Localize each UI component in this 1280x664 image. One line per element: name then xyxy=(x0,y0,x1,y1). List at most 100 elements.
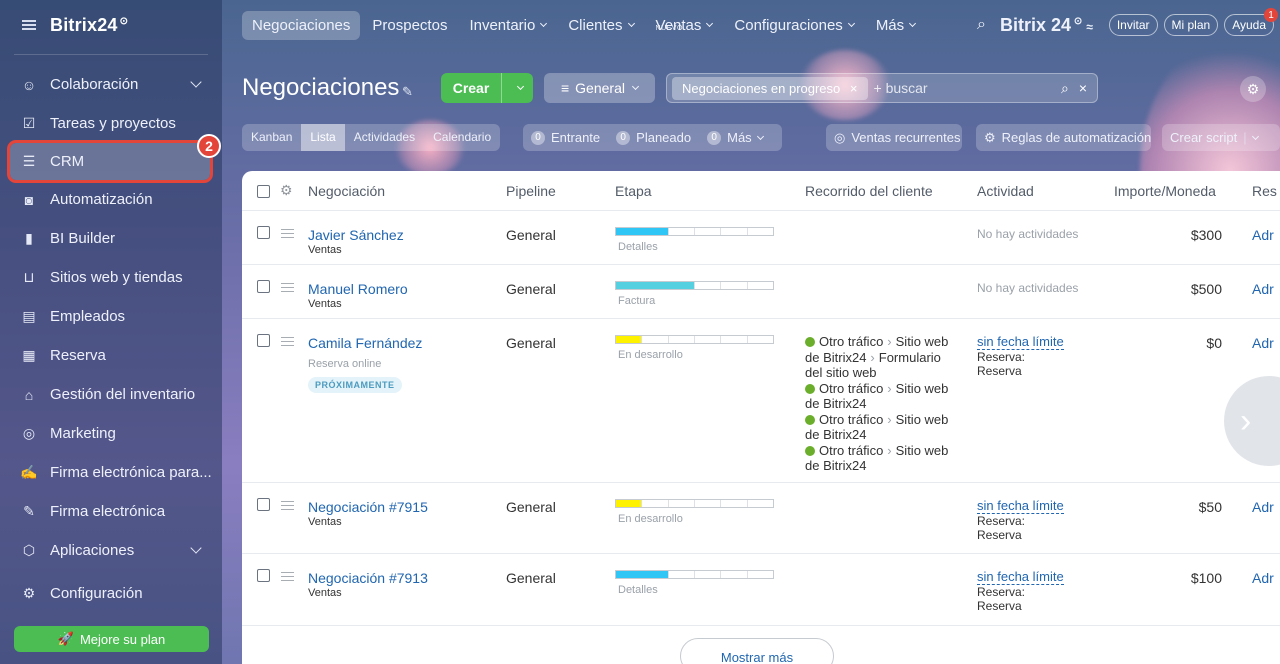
table-row[interactable]: Negociación #7913 Ventas General Detalles s… xyxy=(242,554,1280,626)
sidebar-item-label: Firma electrónica para... xyxy=(50,464,212,481)
column-responsible[interactable]: Res xyxy=(1252,183,1277,199)
pin-icon[interactable]: ✎ xyxy=(402,84,413,99)
select-all-checkbox[interactable] xyxy=(257,185,270,198)
menu-icon[interactable] xyxy=(22,20,36,30)
row-checkbox[interactable] xyxy=(257,569,270,582)
sidebar-item-bar-chart[interactable]: ▮ BI Builder xyxy=(0,219,222,258)
sidebar-item-sign-document[interactable]: ✍ Firma electrónica para... xyxy=(0,453,222,492)
stage-progress-bar[interactable] xyxy=(615,227,774,236)
close-icon[interactable]: × xyxy=(849,80,858,96)
stage-progress-bar[interactable] xyxy=(615,335,774,344)
responsible-link[interactable]: Adr xyxy=(1252,335,1274,351)
column-pipeline[interactable]: Pipeline xyxy=(506,183,556,199)
counter-más[interactable]: 0 Más xyxy=(707,130,764,145)
upgrade-plan-button[interactable]: 🚀 Mejore su plan xyxy=(14,626,209,652)
deal-link[interactable]: Negociación #7913 xyxy=(308,570,428,586)
tab-configuraciones[interactable]: Configuraciones xyxy=(734,17,855,34)
sidebar-item-target[interactable]: ◎ Marketing xyxy=(0,414,222,453)
responsible-link[interactable]: Adr xyxy=(1252,570,1274,586)
column-journey[interactable]: Recorrido del cliente xyxy=(805,183,933,199)
drag-handle-icon[interactable] xyxy=(281,572,294,581)
sidebar-item-calendar[interactable]: ▦ Reserva xyxy=(0,336,222,375)
automation-rules-button[interactable]: ⚙ Reglas de automatización xyxy=(976,124,1151,151)
row-checkbox[interactable] xyxy=(257,226,270,239)
stage-progress-bar[interactable] xyxy=(615,570,774,579)
chevron-down-icon[interactable] xyxy=(190,76,202,88)
stage-progress-bar[interactable] xyxy=(615,499,774,508)
sidebar-item-employee-card[interactable]: ▤ Empleados xyxy=(0,297,222,336)
logo[interactable]: Bitrix24 ⊙ xyxy=(50,14,129,35)
drag-handle-icon[interactable] xyxy=(281,501,294,510)
responsible-link[interactable]: Adr xyxy=(1252,281,1274,297)
view-tab-calendario[interactable]: Calendario xyxy=(433,130,492,144)
responsible-link[interactable]: Adr xyxy=(1252,227,1274,243)
column-settings-icon[interactable]: ⚙ xyxy=(280,182,293,198)
table-row[interactable]: Negociación #7915 Ventas General En desarr… xyxy=(242,483,1280,554)
tab-ms[interactable]: Más xyxy=(876,17,917,34)
tab-clientes[interactable]: Clientes xyxy=(568,17,635,34)
table-body: Javier Sánchez Ventas General Detalles No h… xyxy=(242,211,1280,626)
sidebar-item-gear[interactable]: ⚙ Configuración xyxy=(0,574,222,613)
create-button[interactable]: Crear xyxy=(441,73,533,103)
view-tab-actividades[interactable]: Actividades xyxy=(353,130,416,144)
chevron-down-icon[interactable] xyxy=(502,82,533,91)
pipeline-selector[interactable]: ≡ General xyxy=(544,73,655,103)
deal-link[interactable]: Camila Fernández xyxy=(308,335,423,351)
column-deal[interactable]: Negociación xyxy=(308,183,386,199)
clear-icon[interactable]: × xyxy=(1078,80,1087,96)
table-row[interactable]: Manuel Romero Ventas General Factura No hay… xyxy=(242,265,1280,319)
column-stage[interactable]: Etapa xyxy=(615,183,652,199)
search-icon[interactable]: ⌕ xyxy=(977,16,986,33)
row-checkbox[interactable] xyxy=(257,334,270,347)
sidebar-item-pen[interactable]: ✎ Firma electrónica xyxy=(0,492,222,531)
deadline-link[interactable]: sin fecha límite xyxy=(977,569,1064,585)
row-checkbox[interactable] xyxy=(257,498,270,511)
deal-link[interactable]: Manuel Romero xyxy=(308,281,408,297)
counter-entrante[interactable]: 0 Entrante xyxy=(531,130,600,145)
table-row[interactable]: Camila Fernández Reserva online PRÓXIMAMEN… xyxy=(242,319,1280,483)
sidebar-item-cube[interactable]: ⬡ Aplicaciones xyxy=(0,531,222,570)
pipeline-cell: General xyxy=(506,335,556,351)
sidebar-item-collaboration[interactable]: ☺ Colaboración xyxy=(0,65,222,104)
switch-icon[interactable]: ≈ xyxy=(1086,19,1093,34)
deal-link[interactable]: Negociación #7915 xyxy=(308,499,428,515)
drag-handle-icon[interactable] xyxy=(281,229,294,238)
help-button[interactable]: Ayuda xyxy=(1224,14,1274,36)
sidebar-item-cart[interactable]: ⊔ Sitios web y tiendas xyxy=(0,258,222,297)
sidebar-item-crm-filter[interactable]: ☰ CRM xyxy=(7,140,213,183)
drag-handle-icon[interactable] xyxy=(281,337,294,346)
stage-progress-bar[interactable] xyxy=(615,281,774,290)
sidebar-item-tasks[interactable]: ☑ Tareas y proyectos xyxy=(0,104,222,143)
row-checkbox[interactable] xyxy=(257,280,270,293)
search-icon[interactable]: ⌕ xyxy=(1060,79,1069,96)
create-script-button[interactable]: Crear script | xyxy=(1162,124,1280,151)
search-filter-bar[interactable]: Negociaciones en progreso × + buscar ⌕ × xyxy=(666,73,1098,103)
tab-negociaciones[interactable]: Negociaciones xyxy=(242,10,361,40)
chevron-down-icon[interactable] xyxy=(1251,132,1259,140)
search-input[interactable]: + buscar xyxy=(873,80,928,96)
tab-inventario[interactable]: Inventario xyxy=(469,17,548,34)
counter-planeado[interactable]: 0 Planeado xyxy=(616,130,691,145)
my-plan-button[interactable]: Mi plan xyxy=(1163,14,1219,36)
settings-icon[interactable]: ⚙ xyxy=(1240,76,1266,102)
target-icon: ◎ xyxy=(22,425,36,441)
deadline-link[interactable]: sin fecha límite xyxy=(977,498,1064,514)
tab-ventas[interactable]: NUEVO Ventas xyxy=(656,17,714,34)
column-amount[interactable]: Importe/Moneda xyxy=(1114,183,1216,199)
view-tab-kanban[interactable]: Kanban xyxy=(251,130,293,144)
responsible-link[interactable]: Adr xyxy=(1252,499,1274,515)
sidebar-item-warehouse[interactable]: ⌂ Gestión del inventario xyxy=(0,375,222,414)
column-activity[interactable]: Actividad xyxy=(977,183,1034,199)
chevron-down-icon[interactable] xyxy=(190,542,202,554)
sidebar-item-robot[interactable]: ◙ Automatización xyxy=(0,180,222,219)
filter-chip[interactable]: Negociaciones en progreso × xyxy=(672,76,868,100)
deadline-link[interactable]: sin fecha límite xyxy=(977,334,1064,350)
invite-button[interactable]: Invitar xyxy=(1108,14,1158,36)
recurring-sales-button[interactable]: ◎ Ventas recurrentes xyxy=(826,124,962,151)
deal-link[interactable]: Javier Sánchez xyxy=(308,227,404,243)
tab-prospectos[interactable]: Prospectos xyxy=(372,16,448,34)
view-tab-lista[interactable]: Lista xyxy=(301,124,345,151)
show-more-button[interactable]: Mostrar más xyxy=(680,638,834,664)
drag-handle-icon[interactable] xyxy=(281,283,294,292)
table-row[interactable]: Javier Sánchez Ventas General Detalles No h… xyxy=(242,211,1280,265)
